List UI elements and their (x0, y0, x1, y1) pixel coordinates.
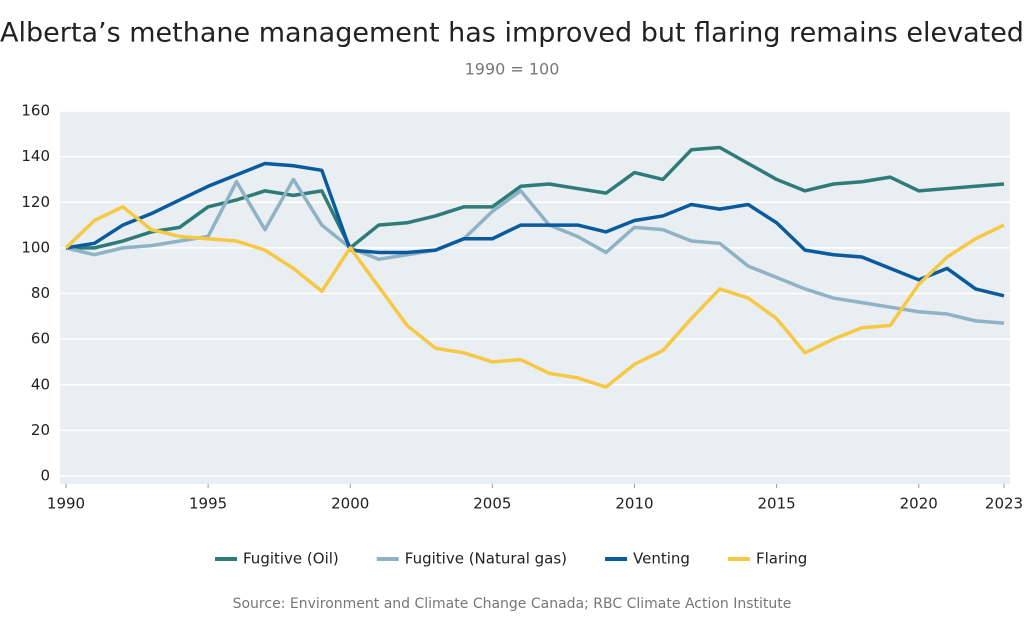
x-tick-label: 2020 (900, 495, 938, 513)
y-tick-label: 100 (21, 238, 50, 256)
x-tick-label: 2005 (473, 495, 511, 513)
series-line (66, 145, 1005, 250)
legend-label: Venting (633, 550, 690, 568)
y-tick-label: 40 (31, 375, 50, 393)
series-line (64, 205, 1005, 389)
x-tick-label: 2023 (985, 495, 1023, 513)
chart-title: Alberta’s methane management has improve… (0, 18, 1024, 49)
y-tick-label: 140 (21, 147, 50, 165)
y-tick-label: 20 (31, 421, 50, 439)
series-line (65, 177, 1005, 325)
y-tick-label: 120 (21, 193, 50, 211)
legend-label: Flaring (756, 550, 807, 568)
source-note: Source: Environment and Climate Change C… (233, 596, 792, 612)
y-tick-label: 80 (31, 284, 50, 302)
y-tick-label: 0 (40, 467, 50, 485)
legend-label: Fugitive (Oil) (243, 550, 339, 568)
series-line (65, 161, 1005, 298)
x-tick-label: 2010 (615, 495, 653, 513)
x-tick-label: 2015 (758, 495, 796, 513)
legend: Fugitive (Oil) Fugitive (Natural gas) Vent… (215, 550, 807, 568)
x-tick-label: 2000 (331, 495, 369, 513)
plot-area (60, 111, 1010, 484)
y-tick-label: 60 (31, 330, 50, 348)
x-tick-label: 1990 (47, 495, 85, 513)
legend-label: Fugitive (Natural gas) (405, 550, 567, 568)
y-tick-label: 160 (21, 102, 50, 120)
x-tick-label: 1995 (189, 495, 227, 513)
chart-subtitle: 1990 = 100 (465, 60, 560, 79)
